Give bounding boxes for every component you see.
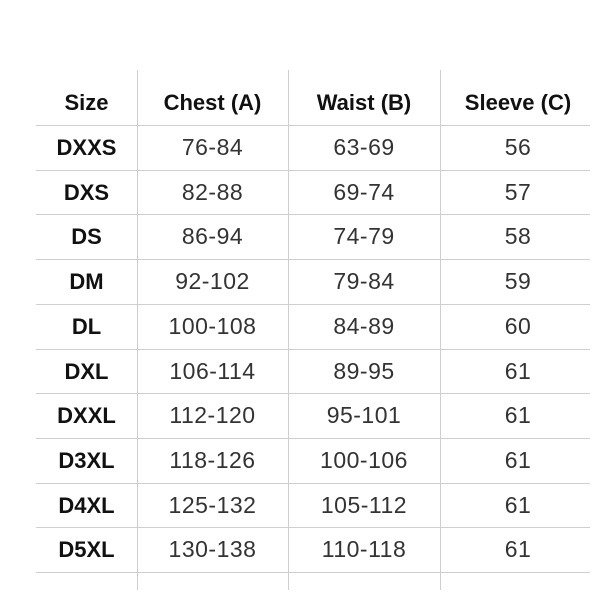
waist-value: 84-89 bbox=[333, 313, 395, 339]
chest-value: 92-102 bbox=[175, 268, 250, 294]
chest-value: 82-88 bbox=[181, 179, 244, 205]
size-label: DXXS bbox=[56, 134, 117, 160]
size-label: D4XL bbox=[58, 492, 115, 518]
chest-value: 100-108 bbox=[168, 313, 257, 339]
sleeve-value: 61 bbox=[504, 536, 532, 562]
sleeve-value: 61 bbox=[504, 492, 532, 518]
chest-value: 86-94 bbox=[181, 223, 244, 249]
row-divider bbox=[36, 125, 590, 126]
row-divider bbox=[36, 438, 590, 439]
size-label: DS bbox=[71, 223, 102, 249]
sleeve-value: 56 bbox=[504, 134, 532, 160]
size-label: D3XL bbox=[58, 447, 115, 473]
waist-value: 79-84 bbox=[333, 268, 395, 294]
row-divider bbox=[36, 259, 590, 260]
chest-value: 130-138 bbox=[168, 536, 257, 562]
sleeve-value: 59 bbox=[504, 268, 532, 294]
sleeve-value: 57 bbox=[504, 179, 532, 205]
size-label: DL bbox=[71, 313, 102, 339]
size-label: D5XL bbox=[58, 536, 115, 562]
row-divider bbox=[36, 349, 590, 350]
waist-value: 69-74 bbox=[333, 179, 395, 205]
chest-value: 125-132 bbox=[168, 492, 257, 518]
waist-value: 110-118 bbox=[321, 536, 407, 562]
header-waist: Waist (B) bbox=[316, 89, 412, 115]
waist-value: 74-79 bbox=[333, 223, 395, 249]
column-divider bbox=[440, 70, 441, 590]
row-divider bbox=[36, 393, 590, 394]
size-label: DXS bbox=[63, 179, 110, 205]
sleeve-value: 61 bbox=[504, 402, 532, 428]
row-divider bbox=[36, 170, 590, 171]
column-divider bbox=[137, 70, 138, 590]
row-divider bbox=[36, 483, 590, 484]
row-divider bbox=[36, 304, 590, 305]
chest-value: 76-84 bbox=[181, 134, 244, 160]
sleeve-value: 61 bbox=[504, 447, 532, 473]
waist-value: 89-95 bbox=[333, 358, 395, 384]
sleeve-value: 61 bbox=[504, 358, 532, 384]
waist-value: 63-69 bbox=[333, 134, 395, 160]
row-divider bbox=[36, 527, 590, 528]
waist-value: 100-106 bbox=[320, 447, 408, 473]
size-label: DXXL bbox=[57, 402, 116, 428]
sleeve-value: 58 bbox=[504, 223, 532, 249]
sleeve-value: 60 bbox=[504, 313, 532, 339]
waist-value: 95-101 bbox=[326, 402, 402, 428]
column-divider bbox=[288, 70, 289, 590]
size-label: DM bbox=[69, 268, 104, 294]
chest-value: 106-114 bbox=[169, 358, 256, 384]
waist-value: 105-112 bbox=[320, 492, 408, 518]
chest-value: 118-126 bbox=[169, 447, 256, 473]
header-chest: Chest (A) bbox=[163, 89, 262, 115]
row-divider bbox=[36, 572, 590, 573]
row-divider bbox=[36, 214, 590, 215]
size-label: DXL bbox=[64, 358, 109, 384]
chest-value: 112-120 bbox=[169, 402, 256, 428]
header-size: Size bbox=[64, 89, 109, 115]
header-sleeve: Sleeve (C) bbox=[464, 89, 572, 115]
